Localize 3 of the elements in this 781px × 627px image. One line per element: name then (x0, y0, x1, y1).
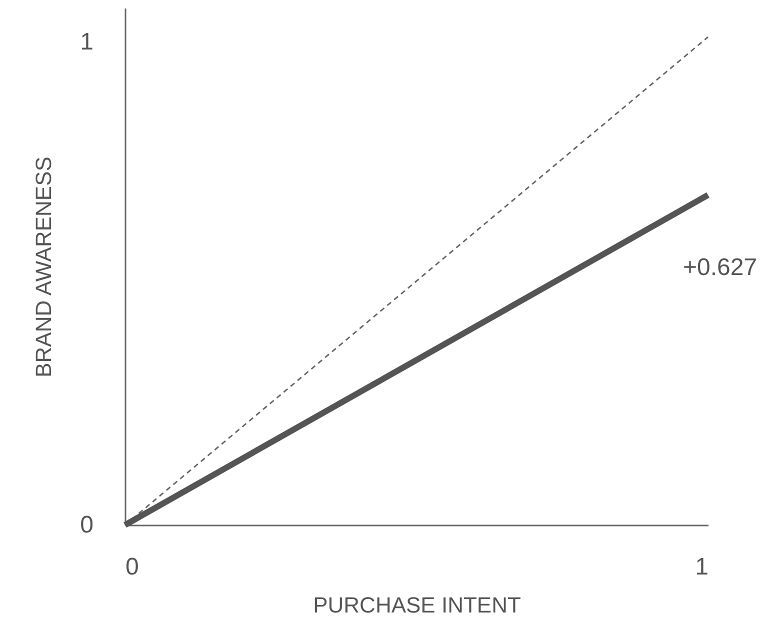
y-axis-title: BRAND AWARENESS (31, 156, 56, 378)
x-axis-title: PURCHASE INTENT (313, 592, 521, 618)
annotation: +0.627 (682, 254, 758, 281)
